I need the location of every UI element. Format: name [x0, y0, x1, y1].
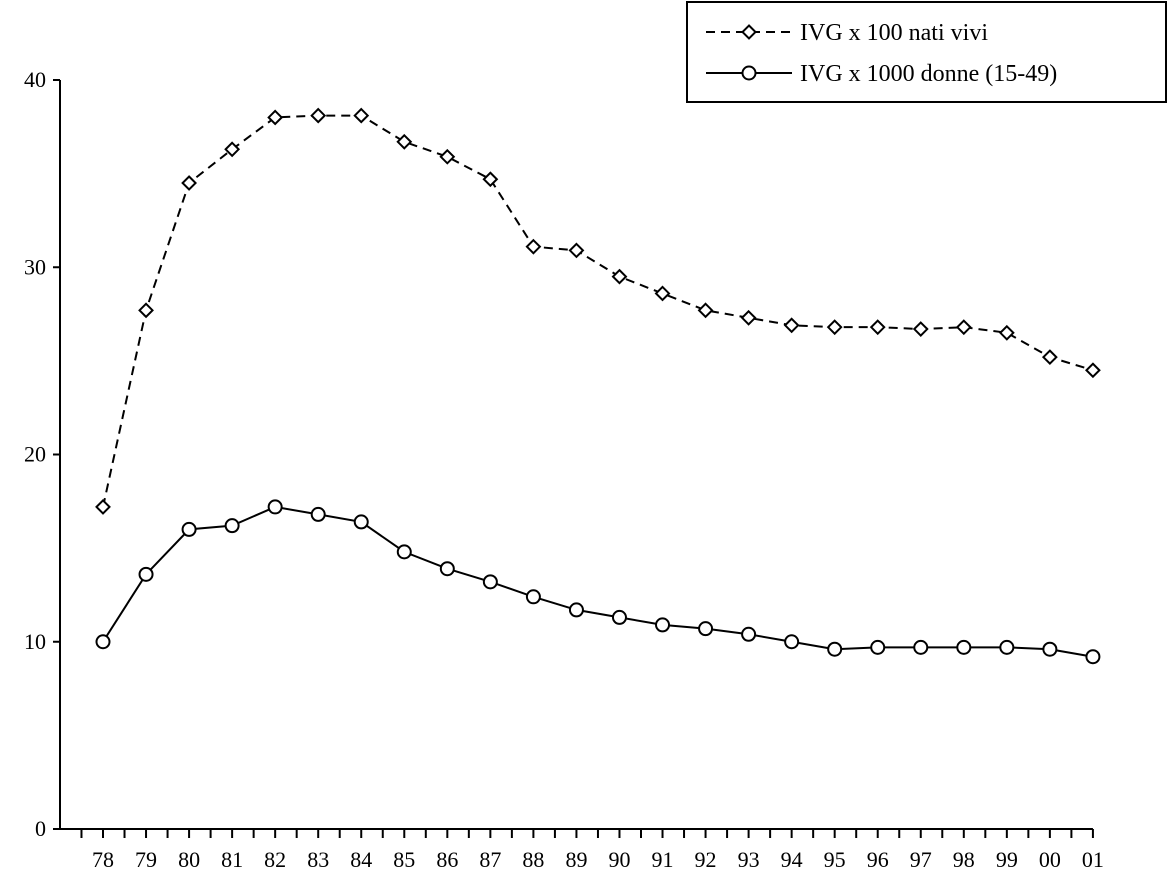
y-tick-label: 40: [24, 67, 46, 92]
circle-data-point: [181, 521, 197, 537]
circle-data-point: [95, 634, 111, 650]
y-tick-label: 30: [24, 254, 46, 279]
circle-data-point: [870, 639, 886, 655]
diamond-data-point: [826, 319, 843, 336]
legend-circle-marker: [741, 65, 757, 81]
axes: [59, 80, 1093, 830]
circle-data-point: [267, 499, 283, 515]
diamond-data-point: [181, 175, 197, 191]
series-line: [102, 505, 1094, 658]
circle-data-point: [1042, 641, 1058, 657]
diamond-data-point: [138, 302, 154, 319]
diamond-data-point: [783, 317, 800, 334]
legend-box: [686, 1, 1167, 103]
series-layer: [95, 107, 1101, 665]
x-tick-label: 96: [867, 847, 889, 872]
x-tick-label: 95: [824, 847, 846, 872]
diamond-data-point: [267, 109, 284, 126]
diamond-data-point: [654, 285, 671, 302]
x-tick-label: 89: [565, 847, 587, 872]
x-tick-label: 00: [1039, 847, 1061, 872]
circle-data-point: [310, 506, 326, 522]
circle-data-point: [698, 621, 714, 637]
circle-data-point: [138, 566, 154, 582]
circle-data-point: [999, 639, 1015, 655]
diamond-data-point: [95, 499, 111, 515]
x-tick-label: 83: [307, 847, 329, 872]
x-tick-label: 78: [92, 847, 114, 872]
x-tick-label: 85: [393, 847, 415, 872]
circle-data-point: [741, 626, 757, 642]
x-tick-label: 01: [1082, 847, 1104, 872]
circle-data-point: [224, 518, 240, 534]
y-axis-ticks: 0 10 20 30 40: [24, 67, 60, 841]
diamond-data-point: [1085, 362, 1101, 379]
legend-item: IVG x 1000 donne (15-49): [706, 61, 1057, 87]
legend-items: IVG x 100 nati vivi IVG x 1000 donne (15-…: [706, 20, 1057, 87]
diamond-data-point: [697, 302, 714, 319]
circle-data-point: [525, 589, 541, 605]
x-tick-label: 97: [910, 847, 932, 872]
x-tick-label: 91: [652, 847, 674, 872]
legend-label: IVG x 100 nati vivi: [800, 20, 988, 46]
diamond-data-point: [310, 107, 327, 124]
x-tick-label: 90: [608, 847, 630, 872]
x-tick-label: 80: [178, 847, 200, 872]
legend-diamond-marker: [741, 24, 757, 40]
diamond-data-point: [912, 321, 929, 337]
diamond-data-point: [998, 324, 1015, 341]
circle-data-point: [611, 609, 627, 625]
x-tick-label: 81: [221, 847, 243, 872]
x-tick-label: 86: [436, 847, 458, 872]
y-tick-label: 0: [35, 816, 46, 841]
x-tick-label: 87: [479, 847, 501, 872]
diamond-data-point: [439, 148, 456, 165]
diamond-data-point: [955, 319, 972, 336]
series-2: [95, 499, 1101, 665]
circle-data-point: [956, 639, 972, 655]
diamond-data-point: [353, 107, 370, 124]
legend-label: IVG x 1000 donne (15-49): [800, 61, 1057, 87]
x-tick-label: 79: [135, 847, 157, 872]
diamond-data-point: [224, 141, 241, 158]
legend-item: IVG x 100 nati vivi: [706, 20, 988, 46]
circle-data-point: [482, 574, 498, 590]
x-tick-label: 92: [695, 847, 717, 872]
circle-data-point: [913, 639, 929, 655]
x-tick-label: 94: [781, 847, 803, 872]
circle-data-point: [1085, 649, 1101, 665]
y-tick-label: 20: [24, 442, 46, 467]
diamond-data-point: [482, 171, 499, 188]
x-tick-label: 84: [350, 847, 372, 872]
x-tick-label: 82: [264, 847, 286, 872]
diamond-data-point: [1041, 349, 1058, 366]
series-1: [95, 107, 1101, 515]
circle-data-point: [827, 641, 843, 657]
y-tick-label: 10: [24, 629, 46, 654]
series-line: [102, 114, 1094, 508]
circle-data-point: [353, 514, 369, 530]
circle-data-point: [655, 617, 671, 633]
diamond-data-point: [869, 319, 886, 336]
circle-data-point: [439, 561, 455, 577]
x-tick-label: 93: [738, 847, 760, 872]
circle-data-point: [784, 634, 800, 650]
x-tick-label: 88: [522, 847, 544, 872]
legend: IVG x 100 nati vivi IVG x 1000 donne (15-…: [686, 1, 1167, 103]
x-tick-label: 98: [953, 847, 975, 872]
x-axis-ticks: 78 79 80 81 82 83 84 85 86 87 88 89 90 91 92 93 94 95 96 97…: [80, 829, 1104, 872]
diamond-data-point: [525, 238, 542, 255]
circle-data-point: [568, 602, 584, 618]
x-tick-label: 99: [996, 847, 1018, 872]
diamond-data-point: [568, 242, 585, 259]
diamond-data-point: [396, 133, 413, 150]
diamond-data-point: [740, 309, 757, 326]
circle-data-point: [396, 544, 412, 560]
diamond-data-point: [611, 268, 628, 285]
